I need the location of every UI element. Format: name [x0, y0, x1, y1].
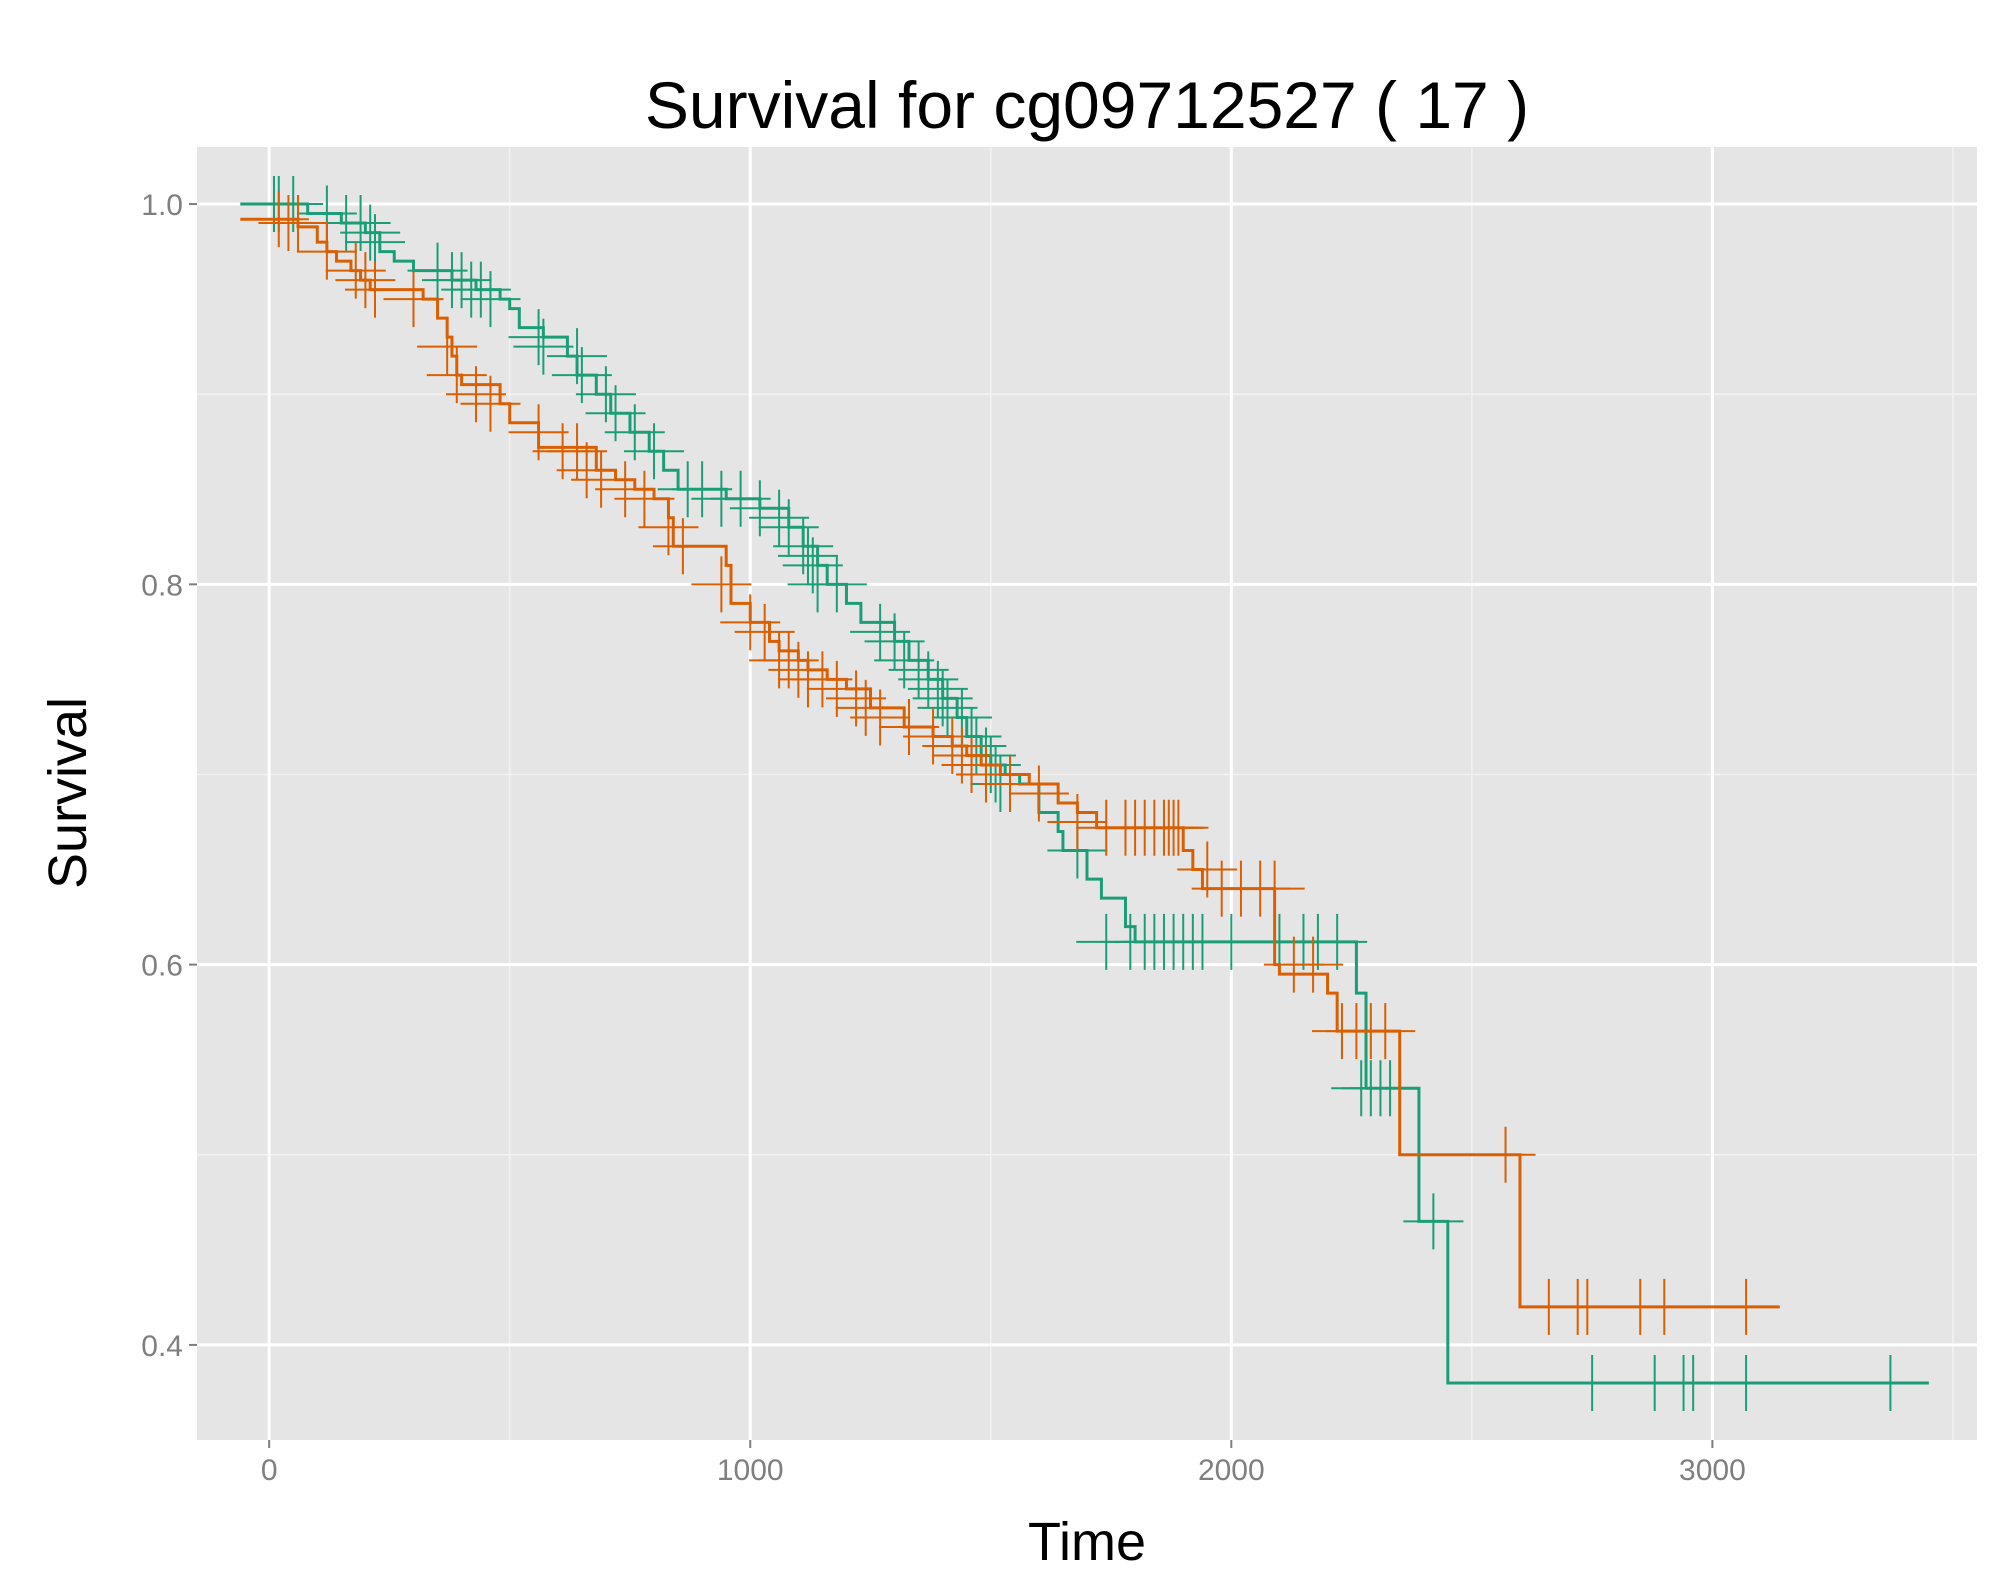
censor-mark [652, 518, 713, 575]
censor-mark [345, 261, 405, 318]
y-tick-label: 1.0 [141, 189, 183, 222]
censor-mark [691, 556, 752, 613]
censor-mark [980, 755, 1041, 812]
major-gridlines [197, 147, 1977, 1440]
censor-mark [1403, 1193, 1464, 1250]
censor-mark [1283, 936, 1344, 993]
censor-mark [806, 556, 867, 613]
censor-mark [556, 442, 617, 499]
censor-mark [571, 451, 632, 508]
series-2 [240, 191, 1780, 1335]
censor-mark [460, 271, 521, 328]
censor-mark [1716, 1278, 1777, 1335]
censor-mark [879, 698, 939, 755]
censor-mark [720, 594, 781, 651]
censor-mark [1557, 1278, 1618, 1335]
censor-mark [1244, 860, 1305, 917]
censor-mark [1047, 794, 1108, 851]
censor-mark [508, 309, 569, 366]
censor-mark [1634, 1278, 1695, 1335]
censor-mark [417, 318, 478, 375]
censor-mark [1716, 1354, 1777, 1411]
censor-mark [777, 527, 838, 584]
censor-mark [513, 318, 574, 375]
censor-mark [1355, 1003, 1416, 1060]
censor-mark [1562, 1354, 1623, 1411]
y-tick-label: 0.6 [141, 950, 183, 983]
censor-mark [614, 470, 675, 527]
series-layer [240, 176, 1929, 1411]
x-axis-title: Time [1028, 1512, 1146, 1572]
series-1 [240, 176, 1929, 1411]
y-axis-title: Survival [38, 697, 98, 889]
censor-mark [850, 603, 911, 660]
censor-mark [624, 423, 685, 480]
censor-mark [1860, 1354, 1921, 1411]
x-tick-label: 2000 [1198, 1454, 1265, 1487]
censor-mark [335, 252, 396, 309]
x-tick-label: 1000 [717, 1454, 784, 1487]
censor-mark [1360, 1060, 1421, 1117]
censor-mark [1148, 799, 1209, 856]
censor-mark [383, 271, 444, 328]
censor-mark [792, 651, 853, 708]
censor-mark [941, 736, 1002, 793]
censor-mark [749, 489, 810, 546]
chart-title: Survival for cg09712527 ( 17 ) [645, 68, 1529, 142]
censor-mark [460, 375, 521, 432]
y-tick-label: 0.8 [141, 569, 183, 602]
censor-mark [1008, 765, 1069, 822]
y-axis: 0.4 0.6 0.8 1.0 [141, 189, 197, 1363]
censor-mark [1663, 1354, 1724, 1411]
panel-background [197, 147, 1977, 1440]
censor-mark [340, 204, 401, 261]
censor-mark [768, 641, 829, 698]
censor-mark [955, 746, 1016, 803]
censor-mark [1475, 1126, 1536, 1183]
x-axis: 0 1000 2000 3000 [261, 1440, 1746, 1487]
censor-mark [1307, 913, 1368, 970]
censor-mark [446, 366, 507, 423]
censor-mark [835, 679, 896, 736]
x-tick-label: 0 [261, 1454, 278, 1487]
x-tick-label: 3000 [1679, 1454, 1746, 1487]
censor-mark [407, 242, 468, 299]
censor-mark [734, 603, 795, 660]
censor-mark [268, 195, 329, 252]
censor-mark [850, 689, 911, 746]
censor-mark [345, 214, 405, 271]
censor-mark [917, 679, 978, 736]
y-tick-label: 0.4 [141, 1330, 183, 1363]
censor-mark [450, 261, 511, 318]
